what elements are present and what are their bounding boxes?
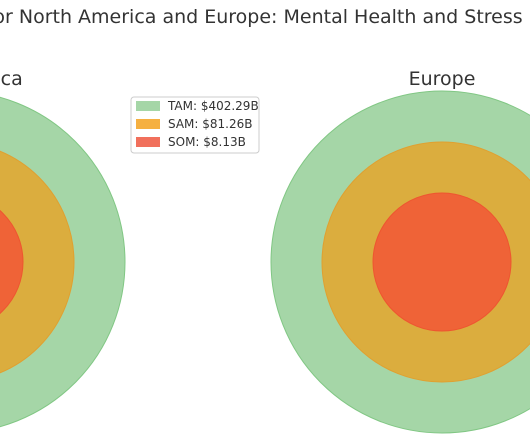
panel-europe: Europe (270, 68, 530, 434)
legend-swatch-sam (136, 119, 160, 129)
north-america-panel-title: North America (0, 68, 23, 90)
legend-swatch-som (136, 137, 160, 147)
legend-box (130, 96, 260, 154)
europe-panel-title: Europe (409, 68, 476, 90)
legend-swatch-tam (136, 101, 160, 111)
panel-north-america: North America (0, 68, 126, 428)
legend-label-sam: SAM: $81.26B (168, 117, 252, 131)
europe-som-circle (372, 192, 512, 332)
legend-label-som: SOM: $8.13B (168, 135, 246, 149)
chart-title: TAM, SAM, and SOM for North America and … (0, 6, 530, 28)
legend-label-tam: TAM: $402.29B (167, 99, 259, 113)
north-america-sam-circle (0, 150, 75, 374)
north-america-som-circle (0, 209, 24, 315)
legend: TAM: $402.29B SAM: $81.26B SOM: $8.13B (130, 96, 260, 154)
